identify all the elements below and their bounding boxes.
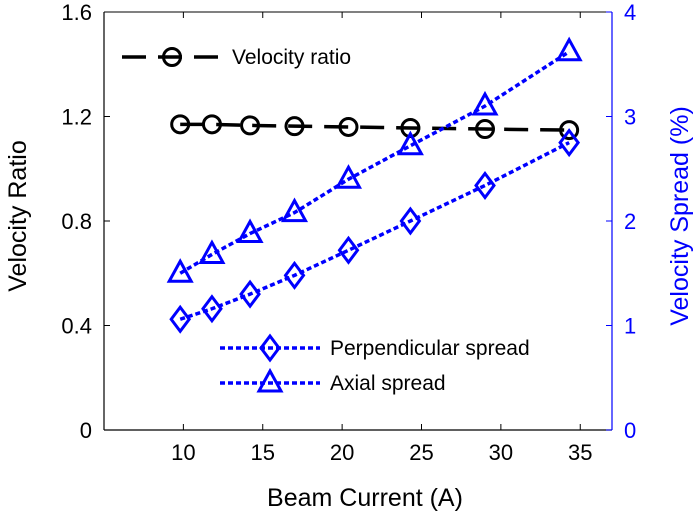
legend-marker-diamond xyxy=(259,333,281,363)
right-y-tick-label: 4 xyxy=(624,0,636,25)
left-y-tick-label: 0 xyxy=(80,418,92,443)
right-y-tick-label: 3 xyxy=(624,105,636,130)
legend-axial-spread-sample xyxy=(220,367,320,393)
legend-axial-spread-label: Axial spread xyxy=(330,372,446,395)
legend-velocity-ratio-sample xyxy=(122,47,222,67)
x-tick-label: 10 xyxy=(171,440,195,465)
series-velocity-ratio xyxy=(170,114,580,141)
legend-velocity-ratio-label: Velocity ratio xyxy=(232,46,351,69)
legend-marker-triangle xyxy=(256,367,284,393)
legend-marker-circle xyxy=(162,47,182,67)
data-point-triangle xyxy=(280,197,309,223)
x-axis-label: Beam Current (A) xyxy=(267,484,463,512)
x-tick-label: 15 xyxy=(251,440,275,465)
data-point-circle xyxy=(170,114,191,135)
data-point-diamond xyxy=(283,260,306,290)
data-point-diamond xyxy=(239,279,261,309)
x-tick-label: 20 xyxy=(330,440,354,465)
series-perpendicular-spread xyxy=(169,128,581,334)
legend-perpendicular-spread-label: Perpendicular spread xyxy=(330,337,530,360)
data-point-diamond xyxy=(169,304,192,334)
legend-velocity: Velocity ratio xyxy=(122,46,351,69)
data-point-diamond xyxy=(201,294,223,324)
data-point-circle xyxy=(338,116,359,137)
left-y-tick-label: 0.4 xyxy=(61,314,92,339)
left-y-axis-label: Velocity Ratio xyxy=(4,140,32,291)
axis-ticks: 10 15 20 25 30 35 0 0.4 0.8 1.2 1.6 0 1 2 3 4 xyxy=(61,0,636,465)
right-y-tick-label: 0 xyxy=(624,418,636,443)
data-point-triangle xyxy=(471,90,499,116)
left-y-tick-label: 1.6 xyxy=(61,0,92,25)
x-tick-label: 35 xyxy=(568,440,592,465)
left-y-tick-label: 0.8 xyxy=(61,209,92,234)
data-point-triangle xyxy=(236,218,264,244)
legend-perpendicular-spread-sample xyxy=(220,333,320,363)
data-point-diamond xyxy=(558,128,581,158)
data-point-circle xyxy=(559,120,580,141)
data-point-circle xyxy=(240,115,261,136)
data-point-diamond xyxy=(474,170,496,200)
data-point-triangle xyxy=(166,258,194,283)
data-point-triangle xyxy=(198,239,226,264)
data-point-circle xyxy=(284,116,305,137)
x-tick-label: 25 xyxy=(409,440,433,465)
plot-area xyxy=(103,11,613,431)
left-y-tick-label: 1.2 xyxy=(61,105,92,130)
right-y-tick-label: 1 xyxy=(624,314,636,339)
data-point-circle xyxy=(475,119,495,140)
data-point-circle xyxy=(201,114,222,135)
right-y-axis-label: Velocity Spread (%) xyxy=(666,106,694,326)
data-point-triangle xyxy=(396,130,424,156)
legend-spread: Perpendicular spread Axial spread xyxy=(220,333,530,395)
series-line xyxy=(179,141,570,321)
data-point-diamond xyxy=(399,206,422,236)
x-tick-label: 30 xyxy=(489,440,513,465)
data-point-triangle xyxy=(555,36,583,62)
data-point-triangle xyxy=(334,164,363,189)
right-y-tick-label: 2 xyxy=(624,209,636,234)
series-line xyxy=(180,122,570,132)
series-axial-spread xyxy=(166,36,583,283)
data-point-diamond xyxy=(337,235,360,265)
